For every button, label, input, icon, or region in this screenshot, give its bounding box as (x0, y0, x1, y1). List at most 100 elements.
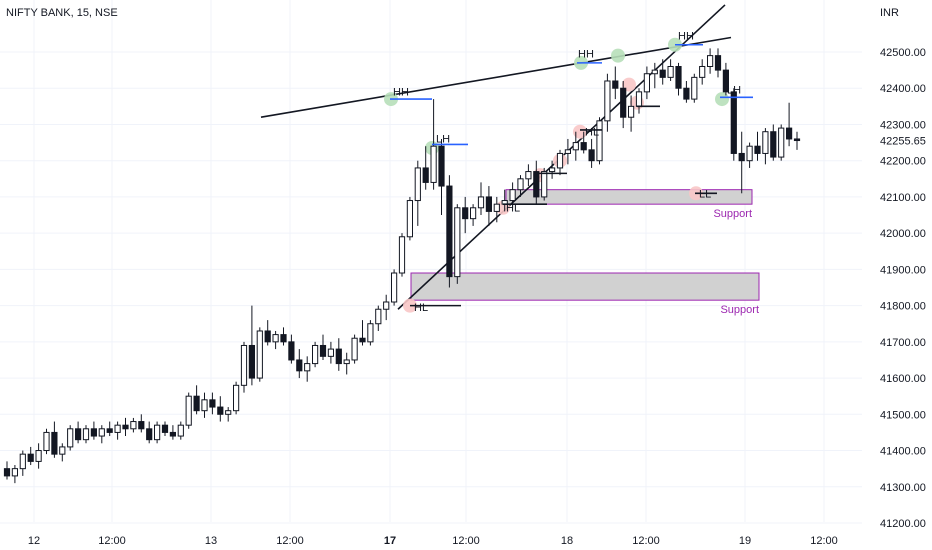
candle (367, 320, 374, 346)
candle (122, 417, 129, 437)
time-axis[interactable]: 12 12:00 13 12:00 17 12:00 18 12:00 19 12:00 (28, 535, 838, 547)
candle (620, 80, 627, 129)
candle (296, 349, 303, 379)
candle (533, 160, 540, 205)
candle-body (146, 428, 153, 441)
candle-body (98, 428, 105, 437)
price-axis[interactable]: 42500.00 42400.00 42300.00 42200.00 42100.00… (880, 47, 926, 530)
swing-label: HL (414, 302, 428, 314)
candle (319, 334, 327, 360)
candle-body (130, 421, 137, 430)
candle-body (793, 138, 801, 142)
candle (628, 95, 635, 132)
candle (130, 417, 137, 433)
candle (580, 131, 587, 154)
candle (635, 88, 643, 114)
candle-body (209, 399, 216, 408)
y-tick-label: 42200.00 (880, 156, 926, 168)
candle-body (651, 69, 658, 75)
candle-body (778, 127, 785, 158)
candle-body (596, 120, 603, 162)
candle (572, 131, 579, 161)
candle-body (327, 348, 334, 357)
annotations: HH LH HH HH LH HL HL HL LL (393, 30, 741, 314)
candle-body (454, 207, 461, 278)
candle-body (304, 363, 311, 372)
candle (422, 146, 429, 190)
candle-body (367, 323, 374, 343)
support-label: Support (713, 208, 752, 220)
x-tick-label: 17 (384, 535, 396, 547)
candle-body (161, 424, 169, 433)
candle (161, 421, 169, 437)
x-tick-label: 12 (28, 535, 40, 547)
candle-body (312, 344, 319, 365)
candle-body (683, 87, 690, 100)
candle-body (90, 428, 98, 437)
candle-body (319, 344, 327, 357)
candle (75, 421, 82, 444)
candle (106, 421, 113, 437)
x-tick-label: 12:00 (810, 535, 838, 547)
candle-body (556, 152, 564, 169)
candle-body (786, 127, 793, 140)
candle-body (138, 421, 145, 430)
currency-label: INR (880, 7, 899, 19)
swing-label: HH (393, 86, 409, 98)
candle (778, 124, 785, 161)
candle (596, 117, 603, 165)
candle-body (470, 207, 477, 220)
candle (233, 381, 240, 415)
candle (19, 450, 26, 476)
candle (730, 88, 737, 161)
candle-body (43, 431, 50, 452)
candle (414, 160, 421, 226)
candle (359, 320, 366, 346)
candle-body (27, 453, 34, 462)
candle (786, 102, 793, 147)
candle (707, 48, 714, 74)
candle-body (485, 196, 492, 212)
candle-body (580, 142, 587, 151)
candle (691, 73, 698, 103)
candle (643, 66, 650, 100)
candle (714, 48, 722, 78)
candle-body (288, 341, 295, 361)
candle-body (3, 468, 11, 477)
candle (264, 320, 271, 346)
candle-body (391, 272, 398, 303)
candle (738, 131, 745, 194)
candle (493, 196, 500, 223)
candle-body (549, 167, 556, 173)
candle-body (414, 167, 421, 202)
candle-body (82, 428, 90, 441)
candle-body (572, 142, 579, 151)
candle-body (691, 76, 698, 100)
candle-body (375, 308, 382, 325)
last-price-label: 42255.65 (880, 136, 926, 148)
candle (549, 160, 556, 179)
candle-body (754, 145, 761, 154)
candle-body (770, 131, 777, 158)
candle-body (588, 149, 595, 162)
support-label: Support (720, 304, 759, 316)
candle (588, 138, 595, 168)
candle-body (620, 87, 627, 118)
x-tick-label: 13 (205, 535, 217, 547)
candle (288, 334, 295, 364)
candle (248, 305, 256, 386)
candle-body (762, 131, 769, 154)
candle-body (462, 207, 469, 220)
candle-body (383, 301, 390, 310)
candle (225, 407, 232, 422)
candle (517, 175, 524, 197)
candle-body (564, 149, 571, 154)
candle (406, 196, 413, 241)
support-zone (410, 272, 760, 301)
candle-body (635, 91, 643, 107)
candle (398, 233, 406, 277)
level-lines (390, 43, 753, 307)
candle-body (177, 424, 184, 437)
